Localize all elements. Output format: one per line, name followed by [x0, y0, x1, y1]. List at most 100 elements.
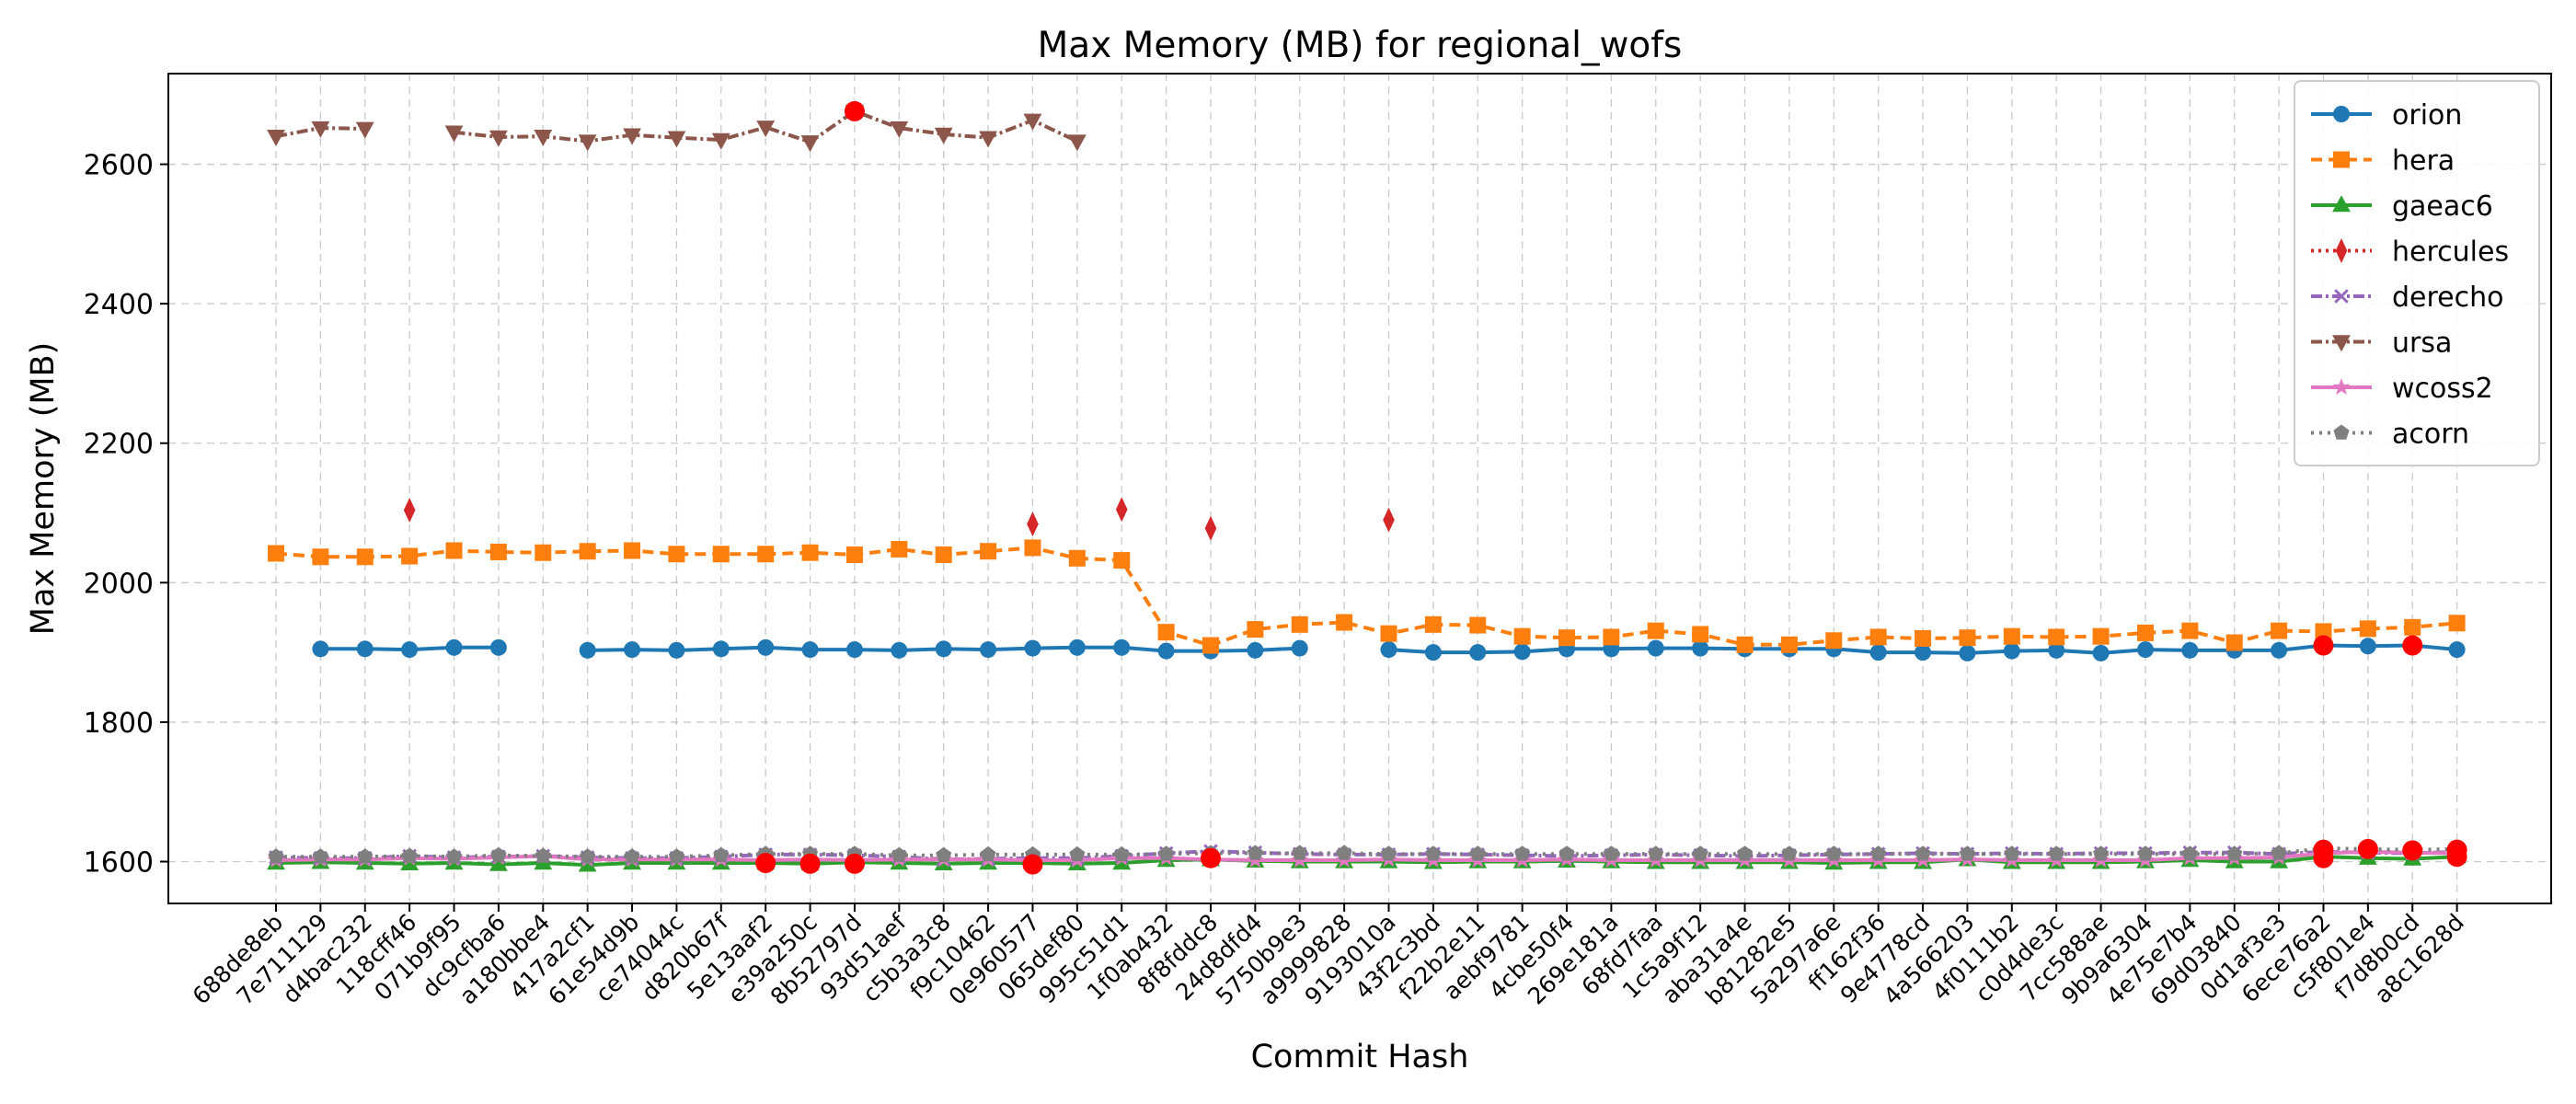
legend-item-acorn: acorn	[2311, 419, 2469, 451]
data-point-acorn	[446, 848, 463, 864]
data-point-orion	[579, 641, 596, 659]
data-point-orion	[1380, 641, 1397, 659]
data-point-acorn	[936, 846, 952, 862]
x-axis-title: Commit Hash	[1251, 1039, 1469, 1075]
y-tick-label: 1600	[84, 847, 154, 880]
data-point-hercules	[1383, 507, 1395, 533]
legend-item-derecho: derecho	[2311, 282, 2504, 314]
data-point-hera	[1024, 539, 1041, 557]
data-point-orion	[1157, 642, 1175, 660]
data-point-orion	[2136, 641, 2154, 659]
data-point-orion	[1024, 639, 1041, 657]
data-point-orion	[1469, 644, 1487, 661]
legend-item-hera: hera	[2311, 145, 2455, 178]
data-point-ursa	[623, 128, 641, 145]
data-point-hera	[1113, 552, 1131, 569]
legend-item-ursa: ursa	[2311, 328, 2452, 360]
data-point-hera	[2448, 615, 2466, 632]
y-tick-label: 2600	[84, 150, 154, 182]
data-point-acorn	[1514, 845, 1531, 861]
plot-frame	[167, 73, 2552, 904]
data-point-acorn	[1069, 845, 1086, 862]
data-point-hera	[1825, 632, 1843, 650]
data-point-hera	[1336, 614, 1353, 631]
data-point-acorn	[2093, 845, 2110, 861]
data-point-orion	[980, 641, 997, 659]
legend-item-orion: orion	[2311, 99, 2462, 132]
data-point-acorn	[1247, 845, 1263, 860]
series-ursa	[267, 104, 1087, 153]
data-point-ursa	[489, 130, 508, 147]
data-point-acorn	[490, 846, 507, 862]
data-point-orion	[712, 640, 730, 658]
data-point-hera	[268, 545, 284, 562]
data-point-acorn	[2226, 845, 2243, 861]
data-point-acorn	[624, 848, 640, 864]
data-point-acorn	[1692, 845, 1708, 861]
data-point-orion	[1291, 639, 1308, 657]
data-point-ursa	[979, 131, 997, 148]
data-point-hera	[2225, 634, 2243, 651]
anomaly-marker	[799, 853, 821, 874]
legend-label-hercules: hercules	[2392, 236, 2509, 269]
data-point-gaeac6	[578, 855, 597, 872]
data-point-hercules	[403, 497, 416, 523]
data-point-orion	[1959, 644, 1976, 661]
data-point-ursa	[311, 121, 330, 138]
data-point-ursa	[444, 125, 464, 143]
data-point-ursa	[355, 121, 374, 139]
data-point-orion	[312, 640, 329, 658]
data-point-acorn	[1113, 845, 1130, 862]
data-point-orion	[2181, 641, 2199, 659]
data-point-hera	[2315, 623, 2332, 640]
data-point-acorn	[535, 847, 551, 863]
data-point-hera	[535, 544, 552, 561]
data-point-orion	[1513, 643, 1531, 661]
data-point-orion	[1113, 638, 1131, 656]
anomaly-marker	[2357, 838, 2378, 859]
data-point-acorn	[268, 848, 284, 864]
data-point-acorn	[1648, 845, 1664, 861]
data-point-acorn	[2271, 845, 2287, 860]
anomaly-marker	[1022, 854, 1043, 875]
data-point-orion	[668, 641, 685, 659]
data-point-hera	[1202, 637, 1219, 654]
data-point-hera	[1380, 625, 1397, 642]
anomaly-marker	[844, 100, 865, 121]
data-point-ursa	[711, 132, 730, 150]
data-point-hera	[891, 540, 908, 558]
anomaly-marker	[2402, 635, 2423, 656]
data-point-hera	[935, 546, 952, 564]
legend-label-derecho: derecho	[2392, 282, 2504, 314]
data-point-hercules	[1115, 497, 1128, 523]
data-point-hera	[2048, 628, 2065, 646]
anomaly-marker	[2313, 839, 2334, 860]
legend-label-orion: orion	[2392, 99, 2462, 132]
data-point-ursa	[756, 121, 776, 138]
legend-label-wcoss2: wcoss2	[2392, 373, 2493, 405]
data-point-orion	[1647, 639, 1664, 657]
data-point-ursa	[667, 131, 686, 148]
data-point-orion	[2271, 641, 2288, 659]
y-tick-label: 1800	[84, 707, 154, 740]
x-axis: 688de8eb7e711129d4bac232118cff46071b9f95…	[188, 903, 2469, 1010]
legend-label-acorn: acorn	[2392, 419, 2469, 451]
legend-marker-hera	[2333, 151, 2350, 168]
legend-marker-orion	[2333, 106, 2350, 122]
data-point-orion	[801, 641, 819, 659]
data-point-hera	[356, 548, 374, 566]
data-point-acorn	[1781, 845, 1798, 861]
data-point-orion	[1869, 644, 1887, 661]
data-point-orion	[2448, 641, 2466, 659]
series-hera	[268, 539, 2466, 654]
data-point-orion	[2048, 641, 2065, 659]
data-point-acorn	[2004, 845, 2020, 861]
anomaly-marker	[2313, 635, 2334, 656]
data-point-orion	[2003, 642, 2020, 660]
legend: orion hera gaeac6 hercules derecho ursa wcoss2…	[2294, 80, 2540, 466]
y-axis-title: Max Memory (MB)	[25, 342, 62, 635]
data-point-hera	[312, 548, 329, 566]
data-point-acorn	[980, 845, 996, 862]
data-point-orion	[1692, 639, 1709, 657]
legend-marker-wcoss2	[2332, 378, 2351, 395]
